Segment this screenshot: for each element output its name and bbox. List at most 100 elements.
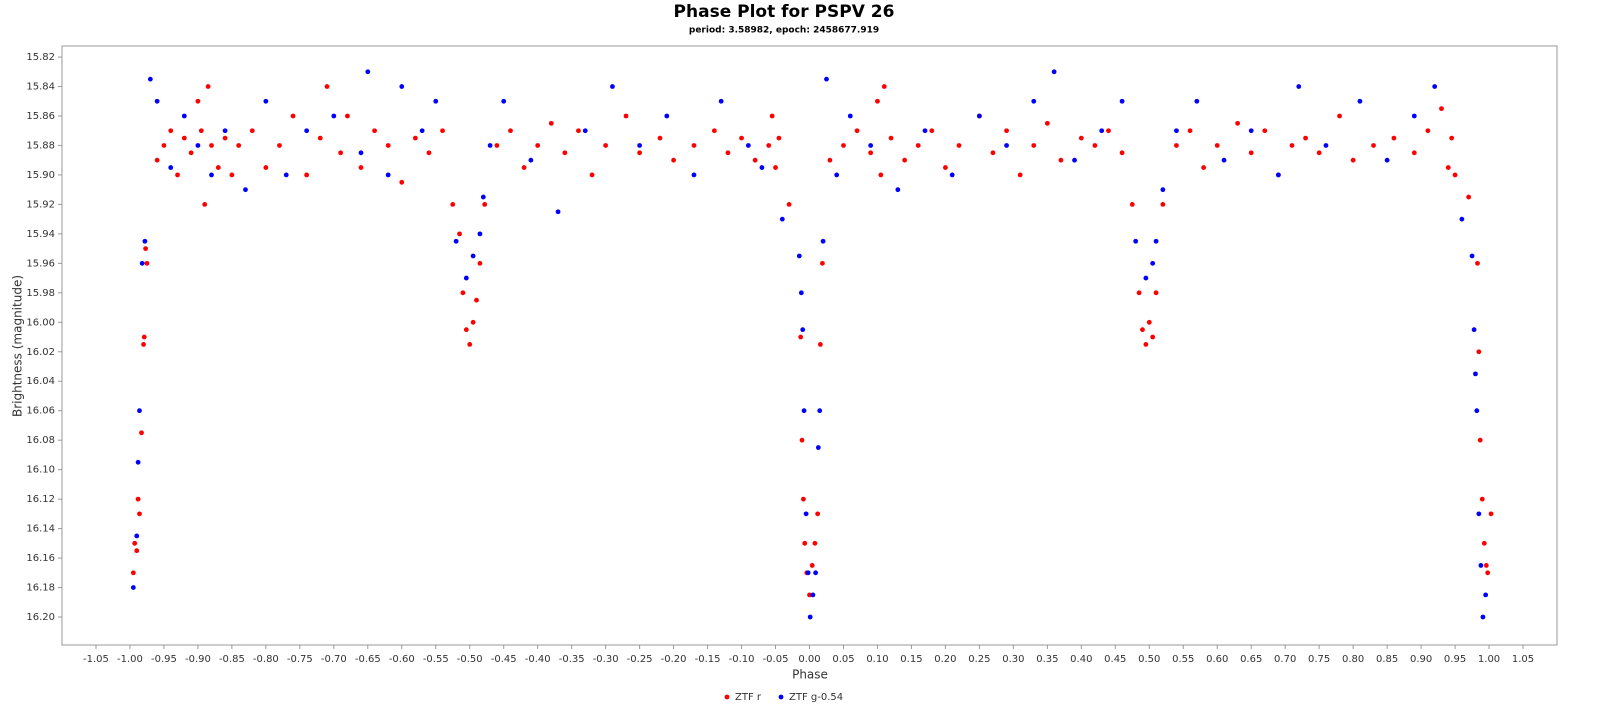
data-point xyxy=(1391,135,1397,141)
data-point xyxy=(1201,165,1207,170)
data-point xyxy=(799,437,805,443)
data-point xyxy=(1031,143,1037,148)
data-point xyxy=(807,592,812,598)
data-point xyxy=(902,157,908,163)
data-point xyxy=(691,172,697,178)
data-point xyxy=(949,172,955,178)
data-point xyxy=(1058,157,1064,163)
data-point xyxy=(477,260,483,266)
data-point xyxy=(854,128,860,134)
x-tick-label: -0.40 xyxy=(525,654,551,665)
data-point xyxy=(817,341,823,347)
data-point xyxy=(1136,290,1142,296)
data-point xyxy=(798,334,804,340)
x-tick-label: 0.20 xyxy=(934,654,956,665)
legend-label: ZTF g-0.54 xyxy=(789,692,843,703)
data-point xyxy=(875,98,880,104)
data-point xyxy=(215,165,221,170)
x-tick-label: 0.30 xyxy=(1002,654,1024,665)
data-point xyxy=(956,143,962,148)
data-point xyxy=(412,135,418,141)
data-point xyxy=(399,179,405,185)
data-point xyxy=(779,216,785,222)
data-point xyxy=(1475,260,1480,266)
data-point xyxy=(1449,135,1455,141)
x-tick-label: 0.85 xyxy=(1376,654,1398,665)
data-point xyxy=(810,592,816,598)
data-point xyxy=(820,238,826,244)
x-tick-label: 0.80 xyxy=(1342,654,1364,665)
data-point xyxy=(1051,69,1057,75)
data-point xyxy=(1488,511,1494,517)
data-point xyxy=(1477,437,1483,443)
data-point xyxy=(358,165,364,170)
data-point xyxy=(976,113,982,119)
x-tick-label: -0.20 xyxy=(661,654,687,665)
y-tick-label: 15.92 xyxy=(26,199,55,210)
data-point xyxy=(803,511,809,517)
y-tick-label: 16.12 xyxy=(26,494,55,505)
data-point xyxy=(236,143,242,148)
data-point xyxy=(827,157,833,163)
data-point xyxy=(1004,128,1009,134)
data-point xyxy=(494,143,500,148)
x-tick-label: 0.25 xyxy=(968,654,990,665)
data-point xyxy=(769,113,775,119)
data-point xyxy=(358,150,364,156)
data-point xyxy=(243,187,248,193)
data-point xyxy=(1078,135,1084,141)
data-point xyxy=(798,290,804,296)
legend-label: ZTF r xyxy=(735,692,762,703)
data-point xyxy=(130,585,136,590)
data-point xyxy=(878,172,884,178)
data-point xyxy=(426,150,432,156)
data-point xyxy=(1017,172,1023,178)
y-tick-label: 15.88 xyxy=(26,140,55,151)
x-tick-label: 0.70 xyxy=(1274,654,1296,665)
data-point xyxy=(141,341,146,347)
data-point xyxy=(137,511,142,517)
data-point xyxy=(141,334,147,340)
data-point xyxy=(470,319,476,325)
y-tick-label: 15.84 xyxy=(26,82,55,93)
data-point xyxy=(132,540,138,546)
data-point xyxy=(139,260,145,266)
data-point xyxy=(637,143,643,148)
data-point xyxy=(1119,98,1125,104)
data-point xyxy=(813,570,819,576)
data-point xyxy=(739,135,744,141)
data-point xyxy=(263,165,269,170)
data-point xyxy=(277,143,282,148)
data-point xyxy=(1357,98,1363,104)
data-point xyxy=(1371,143,1376,148)
data-point xyxy=(802,540,808,546)
data-point xyxy=(773,165,778,170)
x-tick-label: 0.05 xyxy=(832,654,854,665)
data-point xyxy=(1143,341,1149,347)
data-point xyxy=(1133,238,1139,244)
data-point xyxy=(501,98,507,104)
x-tick-label: -0.80 xyxy=(253,654,279,665)
data-point xyxy=(1452,172,1458,178)
data-point xyxy=(195,143,201,148)
data-point xyxy=(1466,194,1472,200)
data-point xyxy=(847,113,853,119)
x-tick-label: -0.15 xyxy=(695,654,721,665)
data-point xyxy=(463,275,469,281)
data-point xyxy=(460,290,466,296)
data-point xyxy=(202,202,208,207)
data-point xyxy=(209,143,214,148)
data-point xyxy=(338,150,344,156)
y-tick-label: 16.06 xyxy=(26,406,55,417)
data-point xyxy=(1153,238,1159,244)
data-point xyxy=(841,143,846,148)
data-point xyxy=(1160,187,1166,193)
data-point xyxy=(222,128,228,134)
x-tick-label: -0.65 xyxy=(355,654,381,665)
data-point xyxy=(1473,371,1478,377)
data-point xyxy=(589,172,595,178)
data-point xyxy=(205,84,211,89)
data-point xyxy=(143,246,148,252)
data-point xyxy=(582,128,588,134)
